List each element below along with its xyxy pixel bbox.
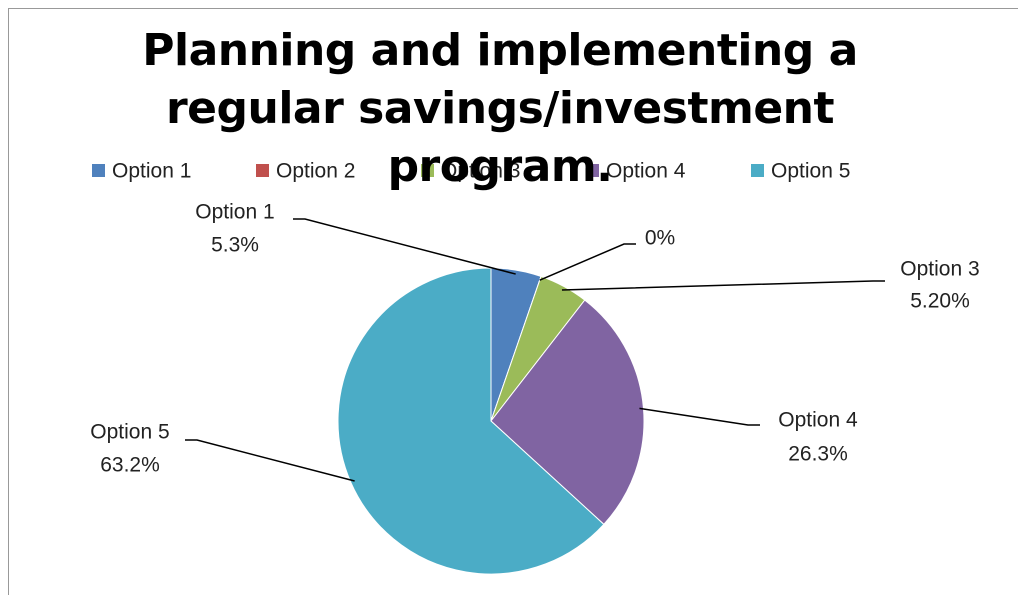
pie-slice	[337, 267, 605, 575]
legend-swatch	[421, 164, 434, 177]
leader-line	[639, 407, 760, 426]
data-label-name: Option 5	[90, 421, 169, 444]
leader-line	[293, 218, 516, 275]
leader-line	[561, 280, 885, 291]
data-label: 0%	[645, 227, 675, 250]
legend-label: Option 2	[276, 160, 355, 183]
data-label: 5.3%	[211, 234, 259, 257]
legend-label: Option 5	[771, 160, 850, 183]
legend-label: Option 3	[441, 160, 520, 183]
data-label-name: Option 4	[778, 409, 858, 432]
data-label: 26.3%	[788, 443, 848, 466]
data-label-name: Option 3	[900, 258, 979, 281]
legend-swatch	[92, 164, 105, 177]
legend-swatch	[256, 164, 269, 177]
data-label: 63.2%	[100, 454, 160, 477]
chart-title: Planning and implementing a regular savi…	[142, 25, 858, 192]
legend-label: Option 4	[606, 160, 686, 183]
legend-swatch	[586, 164, 599, 177]
leader-line	[539, 243, 636, 281]
leader-line	[185, 439, 355, 482]
legend-swatch	[751, 164, 764, 177]
pie-slice	[490, 299, 645, 526]
data-label-name: Option 1	[195, 201, 274, 224]
data-label: 5.20%	[910, 290, 970, 313]
frame	[8, 8, 1018, 595]
legend-label: Option 1	[112, 160, 191, 183]
